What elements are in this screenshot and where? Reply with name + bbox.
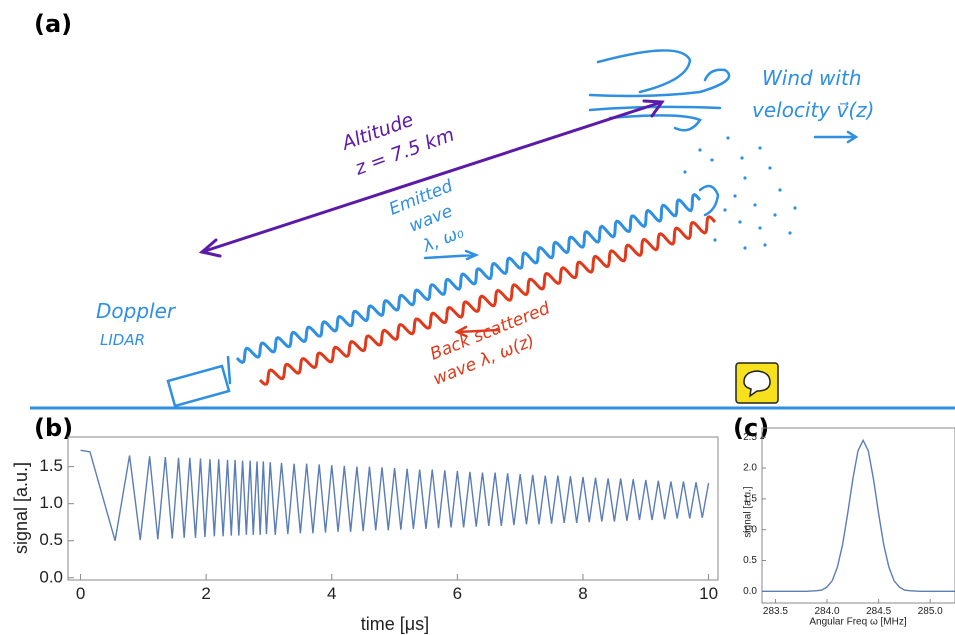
x-tick-label: 4	[327, 584, 336, 603]
plot-frame	[761, 427, 955, 604]
wind-stroke	[608, 114, 702, 132]
arrow-head	[198, 238, 222, 258]
panel-label: (b)	[34, 414, 73, 442]
chart: 283.5 284.0 284.5 285.0 0.0 0.5 1.0 1.5 2.0 2.5 An…	[743, 427, 955, 628]
y-tick-label: 0.5	[743, 555, 757, 566]
wind-stroke	[596, 49, 692, 94]
y-tick-label: 0.0	[743, 586, 757, 597]
x-tick-label: 283.5	[763, 606, 788, 617]
particle	[753, 203, 757, 207]
y-tick-label: 0.0	[39, 567, 63, 586]
particle	[740, 156, 744, 160]
scatter-particles	[683, 136, 797, 250]
wind-label: Wind with velocity v⃗(z)	[752, 66, 874, 122]
x-tick-label: 284.5	[866, 606, 891, 617]
sketch: (a) Altitude z = 7.5 km Wind with	[30, 10, 955, 442]
y-axis-label: signal [a.u.]	[11, 462, 31, 554]
x-tick-label: 10	[699, 584, 718, 603]
y-tick-label: 0.5	[39, 530, 63, 549]
wind-text: velocity v⃗(z)	[752, 98, 874, 122]
particle	[743, 246, 747, 250]
particle	[768, 166, 772, 170]
y-tick-label: 2.5	[743, 432, 757, 443]
backscattered-wave	[258, 215, 717, 386]
lidar-aperture	[226, 355, 232, 385]
particle	[723, 208, 727, 212]
wind-stroke	[588, 68, 731, 98]
particle	[793, 206, 797, 210]
x-axis-label: Angular Freq ω [MHz]	[809, 617, 907, 628]
lidar-text: LIDAR	[100, 331, 145, 349]
lidar-box	[166, 364, 231, 408]
emit-arrow	[423, 249, 480, 261]
y-tick-label: 1.0	[39, 493, 63, 512]
particle	[683, 170, 687, 174]
emitted-wave	[235, 192, 702, 365]
signal-line	[762, 438, 955, 592]
wind-stroke	[588, 105, 722, 112]
particle	[726, 136, 730, 140]
x-tick-label: 284.0	[815, 606, 840, 617]
particle	[743, 176, 747, 180]
velocity-arrow	[813, 130, 859, 144]
arrow-head	[642, 99, 665, 118]
wind-text: Wind with	[762, 66, 862, 90]
particle	[773, 213, 777, 217]
chart: 0 2 4 6 8 10 0.0 0.5 1.0 1.5 time [μs] signal [a.u.…	[11, 436, 719, 634]
particle	[738, 220, 742, 224]
y-tick-label: 2.0	[743, 463, 757, 474]
altitude-label: Altitude z = 7.5 km	[337, 109, 457, 180]
y-axis-label: signal [a.u.]	[743, 486, 754, 537]
wave-end	[698, 184, 720, 217]
particle	[698, 148, 702, 152]
wind-strokes	[166, 49, 859, 408]
particle	[758, 226, 762, 230]
comment-icon[interactable]	[735, 362, 779, 404]
x-axis-label: time [μs]	[361, 614, 429, 634]
particle	[710, 158, 714, 162]
comment-bubble[interactable]	[743, 370, 771, 398]
particle	[733, 194, 737, 198]
particle	[713, 238, 717, 242]
plot-frame	[67, 436, 719, 581]
x-tick-label: 285.0	[918, 606, 943, 617]
x-tick-label: 8	[578, 584, 587, 603]
y-tick-label: 1.5	[743, 494, 757, 505]
lidar-text: Doppler	[96, 299, 177, 323]
arrow-shaft	[200, 100, 664, 254]
signal-line	[80, 449, 710, 541]
x-tick-label: 2	[201, 584, 210, 603]
x-tick-label: 6	[453, 584, 462, 603]
panel-label: (a)	[34, 10, 72, 38]
particle	[788, 231, 792, 235]
particle	[778, 188, 782, 192]
particle	[763, 243, 767, 247]
x-tick-label: 0	[76, 584, 85, 603]
altitude-arrow	[198, 99, 665, 258]
particle	[758, 146, 762, 150]
y-tick-label: 1.0	[743, 524, 757, 535]
y-tick-label: 1.5	[39, 456, 63, 475]
lidar-label: Doppler LIDAR	[96, 299, 177, 349]
back-arrow	[454, 325, 500, 338]
